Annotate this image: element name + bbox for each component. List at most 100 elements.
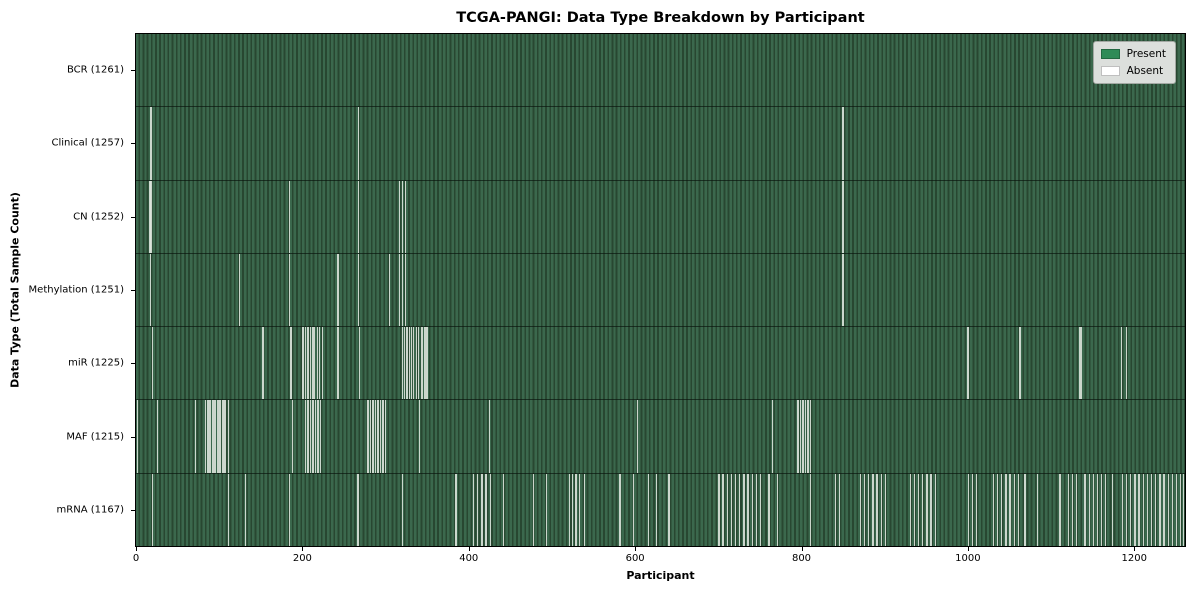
absent-mark [1081,327,1083,400]
absent-mark [402,180,404,253]
absent-mark [313,400,315,473]
absent-mark [636,400,639,473]
absent-mark [425,327,427,400]
absent-mark [743,473,745,546]
x-tick-mark [468,547,470,551]
absent-mark [992,473,995,546]
absent-mark [316,327,318,400]
absent-mark [1121,473,1124,546]
x-tick-label: 600 [625,553,645,564]
absent-swatch [1100,66,1120,76]
absent-mark [1182,473,1184,546]
absent-mark [302,327,304,400]
absent-mark [227,400,229,473]
absent-mark [367,400,369,473]
absent-mark [402,253,404,327]
absent-mark [308,400,310,473]
absent-mark [532,473,535,546]
absent-mark [423,327,426,400]
absent-mark [1076,473,1078,546]
absent-mark [647,473,649,546]
x-tick-mark [635,547,637,551]
absent-mark [807,400,809,473]
absent-mark [967,473,970,546]
absent-mark [379,400,382,473]
absent-mark [1084,473,1086,546]
absent-mark [358,107,360,180]
absent-mark [205,400,207,473]
absent-mark [1146,473,1149,546]
absent-mark [834,473,837,546]
absent-mark [842,107,844,180]
absent-mark [568,473,570,546]
absent-mark [546,473,548,546]
absent-mark [150,253,152,327]
absent-mark [407,327,409,400]
y-tick-mark [131,436,135,438]
absent-mark [1024,473,1026,546]
absent-mark [1171,473,1173,546]
x-tick-mark [136,547,137,551]
absent-mark [402,327,404,400]
absent-mark [455,473,457,546]
x-tick-mark [801,547,803,551]
absent-mark [225,400,227,473]
absent-mark [309,400,312,473]
absent-mark [208,400,210,473]
absent-mark [374,400,377,473]
absent-mark [776,473,778,546]
absent-mark [799,400,802,473]
absent-mark [488,400,490,473]
absent-mark [398,180,401,253]
absent-mark [922,473,924,546]
absent-mark [771,400,773,473]
absent-mark [213,400,215,473]
absent-mark [913,473,916,546]
absent-mark [1150,473,1153,546]
absent-mark [304,400,307,473]
absent-mark [1019,327,1021,400]
absent-mark [502,473,505,546]
y-tick-mark [131,290,135,291]
absent-mark [150,107,153,180]
absent-mark [403,327,406,400]
absent-mark [1059,473,1061,546]
absent-mark [358,327,361,400]
absent-mark [976,473,978,546]
absent-mark [211,400,213,473]
absent-mark [1105,473,1107,546]
absent-mark [472,473,475,546]
absent-mark [404,180,406,253]
absent-mark [909,473,911,546]
absent-mark [632,473,634,546]
absent-mark [747,473,749,546]
absent-mark [408,327,411,400]
absent-mark [1005,473,1007,546]
absent-mark [422,327,424,400]
absent-mark [369,400,372,473]
absent-mark [149,180,151,253]
absent-mark [1009,473,1011,546]
absent-mark [306,400,308,473]
absent-mark [220,400,222,473]
absent-mark [314,400,317,473]
absent-mark [578,473,580,546]
absent-mark [880,473,882,546]
absent-mark [481,473,483,546]
x-tick-mark [967,547,969,551]
absent-mark [156,400,159,473]
absent-mark [289,253,291,327]
absent-mark [290,327,293,400]
absent-mark [415,327,417,400]
absent-mark [734,473,737,546]
absent-mark [151,473,154,546]
absent-mark [289,180,291,253]
absent-mark [859,473,862,546]
absent-mark [221,400,223,473]
absent-mark [413,327,415,400]
absent-mark [1142,473,1144,546]
absent-mark [1125,473,1128,546]
absent-mark [1096,473,1099,546]
legend-entry-absent: Absent [1100,65,1166,77]
